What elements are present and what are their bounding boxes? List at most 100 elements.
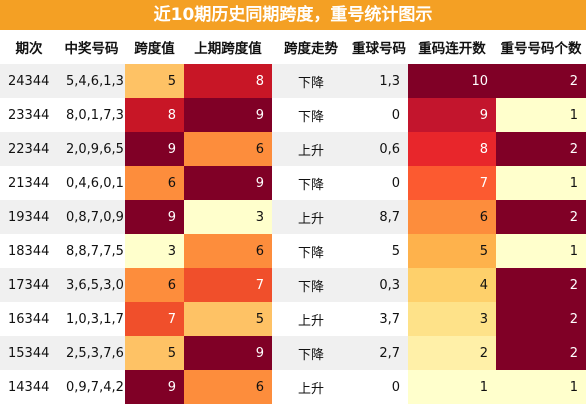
prev-span-cell: 9 xyxy=(184,166,272,200)
issue-cell: 16344 xyxy=(8,311,50,327)
header-repeat-balls: 重球号码 xyxy=(350,30,408,64)
issue-cell: 14344 xyxy=(8,379,50,395)
repeat-streak-cell: 3 xyxy=(408,302,496,336)
repeat-balls-cell: 0,6 xyxy=(350,132,408,166)
repeat-streak-cell: 4 xyxy=(408,268,496,302)
header-trend: 跨度走势 xyxy=(272,30,350,64)
numbers-cell: 8,0,1,7,3 xyxy=(66,107,124,123)
issue-cell: 18344 xyxy=(8,243,50,259)
table-row: 21344 0,4,6,0,1 6 9 下降 0 7 1 xyxy=(0,166,586,200)
repeat-balls-cell: 1,3 xyxy=(350,64,408,98)
issue-cell: 19344 xyxy=(0,200,58,234)
span-cell: 8 xyxy=(125,98,184,132)
issue-cell: 23344 xyxy=(8,107,50,123)
trend-cell: 上升 xyxy=(297,381,324,397)
repeat-count-cell: 2 xyxy=(496,200,586,234)
numbers-cell: 0,4,6,0,1 xyxy=(66,175,124,191)
repeat-count-cell: 1 xyxy=(496,166,586,200)
header-numbers: 中奖号码 xyxy=(58,30,125,64)
span-cell: 7 xyxy=(125,302,184,336)
repeat-streak-cell: 5 xyxy=(408,234,496,268)
prev-span-cell: 6 xyxy=(184,370,272,404)
prev-span-cell: 6 xyxy=(184,234,272,268)
repeat-streak-cell: 6 xyxy=(408,200,496,234)
prev-span-cell: 6 xyxy=(184,132,272,166)
numbers-cell: 3,6,5,3,0 xyxy=(58,268,125,302)
table-row: 16344 1,0,3,1,7 7 5 上升 3,7 3 2 xyxy=(0,302,586,336)
table-row: 18344 8,8,7,7,5 3 6 下降 5 5 1 xyxy=(0,234,586,268)
prev-span-cell: 7 xyxy=(184,268,272,302)
span-cell: 6 xyxy=(125,166,184,200)
repeat-streak-cell: 7 xyxy=(408,166,496,200)
table-row: 17344 3,6,5,3,0 6 7 下降 0,3 4 2 xyxy=(0,268,586,302)
table-row: 24344 5,4,6,1,3 5 8 下降 1,3 10 2 xyxy=(0,64,586,98)
prev-span-cell: 5 xyxy=(184,302,272,336)
span-cell: 9 xyxy=(125,132,184,166)
numbers-cell: 0,9,7,4,2 xyxy=(66,379,124,395)
header-issue: 期次 xyxy=(0,30,58,64)
repeat-streak-cell: 10 xyxy=(408,64,496,98)
repeat-balls-cell: 0 xyxy=(391,175,400,191)
span-cell: 3 xyxy=(125,234,184,268)
numbers-cell: 8,8,7,7,5 xyxy=(66,243,124,259)
repeat-balls-cell: 0 xyxy=(391,107,400,123)
repeat-balls-cell: 2,7 xyxy=(350,336,408,370)
repeat-count-cell: 2 xyxy=(496,268,586,302)
repeat-streak-cell: 8 xyxy=(408,132,496,166)
issue-cell: 21344 xyxy=(8,175,50,191)
trend-cell: 下降 xyxy=(272,64,350,98)
span-cell: 5 xyxy=(125,64,184,98)
prev-span-cell: 9 xyxy=(184,336,272,370)
header-repeat-count: 重号号码个数 xyxy=(496,30,586,64)
repeat-streak-cell: 9 xyxy=(408,98,496,132)
issue-cell: 17344 xyxy=(0,268,58,302)
header-prev-span: 上期跨度值 xyxy=(184,30,272,64)
issue-cell: 24344 xyxy=(0,64,58,98)
trend-cell: 下降 xyxy=(272,268,350,302)
header-repeat-streak: 重码连开数 xyxy=(408,30,496,64)
repeat-balls-cell: 5 xyxy=(391,243,400,259)
table-row: 14344 0,9,7,4,2 9 6 上升 0 1 1 xyxy=(0,370,586,404)
numbers-cell: 5,4,6,1,3 xyxy=(58,64,125,98)
numbers-cell: 2,5,3,7,6 xyxy=(58,336,125,370)
repeat-streak-cell: 2 xyxy=(408,336,496,370)
trend-cell: 下降 xyxy=(297,245,324,261)
repeat-streak-cell: 1 xyxy=(408,370,496,404)
numbers-cell: 2,0,9,6,5 xyxy=(58,132,125,166)
prev-span-cell: 8 xyxy=(184,64,272,98)
numbers-cell: 0,8,7,0,9 xyxy=(58,200,125,234)
repeat-balls-cell: 0,3 xyxy=(350,268,408,302)
header-span: 跨度值 xyxy=(125,30,184,64)
header-row: 期次 中奖号码 跨度值 上期跨度值 跨度走势 重球号码 重码连开数 重号号码个数 xyxy=(0,30,586,64)
span-cell: 9 xyxy=(125,200,184,234)
repeat-balls-cell: 0 xyxy=(391,379,400,395)
repeat-count-cell: 2 xyxy=(496,64,586,98)
span-cell: 9 xyxy=(125,370,184,404)
prev-span-cell: 9 xyxy=(184,98,272,132)
trend-cell: 上升 xyxy=(272,132,350,166)
repeat-count-cell: 2 xyxy=(496,302,586,336)
repeat-count-cell: 2 xyxy=(496,336,586,370)
table-row: 19344 0,8,7,0,9 9 3 上升 8,7 6 2 xyxy=(0,200,586,234)
repeat-count-cell: 1 xyxy=(496,98,586,132)
trend-cell: 下降 xyxy=(297,177,324,193)
repeat-balls-cell: 3,7 xyxy=(379,311,400,327)
issue-cell: 22344 xyxy=(0,132,58,166)
trend-cell: 上升 xyxy=(272,200,350,234)
prev-span-cell: 3 xyxy=(184,200,272,234)
trend-cell: 下降 xyxy=(272,336,350,370)
trend-cell: 下降 xyxy=(297,109,324,125)
table-title: 近10期历史同期跨度，重号统计图示 xyxy=(0,0,586,30)
span-cell: 6 xyxy=(125,268,184,302)
trend-cell: 上升 xyxy=(297,313,324,329)
repeat-count-cell: 2 xyxy=(496,132,586,166)
history-table: 期次 中奖号码 跨度值 上期跨度值 跨度走势 重球号码 重码连开数 重号号码个数… xyxy=(0,30,586,404)
table-row: 22344 2,0,9,6,5 9 6 上升 0,6 8 2 xyxy=(0,132,586,166)
issue-cell: 15344 xyxy=(0,336,58,370)
table-row: 23344 8,0,1,7,3 8 9 下降 0 9 1 xyxy=(0,98,586,132)
repeat-balls-cell: 8,7 xyxy=(350,200,408,234)
numbers-cell: 1,0,3,1,7 xyxy=(66,311,124,327)
span-cell: 5 xyxy=(125,336,184,370)
repeat-count-cell: 1 xyxy=(496,234,586,268)
table-row: 15344 2,5,3,7,6 5 9 下降 2,7 2 2 xyxy=(0,336,586,370)
